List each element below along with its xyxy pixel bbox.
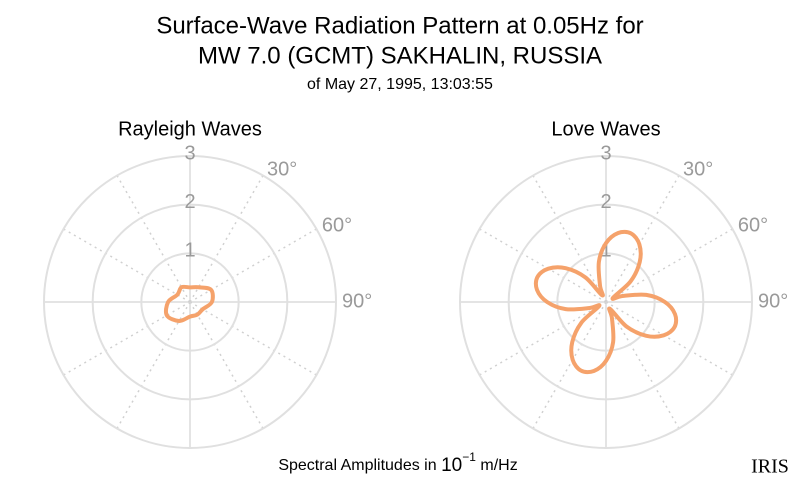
radiation-pattern: [163, 284, 215, 323]
title-line: Surface-Wave Radiation Pattern at 0.05Hz…: [156, 12, 643, 39]
spoke: [532, 301, 607, 429]
r-tick-label: 1: [184, 240, 195, 262]
theta-tick-label: 30°: [683, 159, 713, 181]
theta-tick-label: 60°: [738, 214, 768, 236]
spoke: [532, 175, 607, 303]
title-line: MW 7.0 (GCMT) SAKHALIN, RUSSIA: [198, 42, 602, 69]
r-tick-label: 2: [184, 191, 195, 213]
spoke: [605, 175, 680, 303]
caption-exponent: −1: [462, 450, 476, 464]
spoke: [479, 301, 607, 376]
spoke: [605, 228, 733, 303]
caption-base: 10: [441, 455, 462, 476]
caption-text: Spectral Amplitudes in: [278, 457, 436, 474]
grid-ring: [507, 203, 705, 401]
grid-ring: [459, 155, 753, 449]
spoke: [605, 301, 680, 429]
r-tick-label: 3: [600, 142, 611, 164]
r-tick-label: 2: [600, 191, 611, 213]
grid-ring: [140, 252, 240, 352]
spoke: [189, 301, 317, 376]
r-tick-label: 3: [184, 142, 195, 164]
subplot-title: Love Waves: [551, 118, 660, 140]
caption-unit: m/Hz: [480, 457, 517, 474]
theta-tick-label: 90°: [342, 290, 372, 312]
spoke: [63, 228, 191, 303]
spoke: [63, 301, 191, 376]
spoke: [116, 301, 191, 429]
subtitle: of May 27, 1995, 13:03:55: [307, 76, 493, 93]
theta-tick-label: 60°: [322, 214, 352, 236]
theta-tick-label: 30°: [267, 159, 297, 181]
spoke: [116, 175, 191, 303]
theta-tick-label: 90°: [758, 290, 788, 312]
grid-ring: [91, 203, 289, 401]
logo: IRIS: [751, 456, 789, 478]
radiation-pattern: [533, 229, 679, 375]
spoke: [605, 301, 733, 376]
subplot-title: Rayleigh Waves: [118, 118, 262, 140]
grid-ring: [43, 155, 337, 449]
spoke: [189, 175, 264, 303]
spoke: [189, 301, 264, 429]
r-tick-label: 1: [600, 240, 611, 262]
grid-ring: [556, 252, 656, 352]
caption: Spectral Amplitudes in 10−1 m/Hz: [278, 449, 517, 476]
spoke: [479, 228, 607, 303]
